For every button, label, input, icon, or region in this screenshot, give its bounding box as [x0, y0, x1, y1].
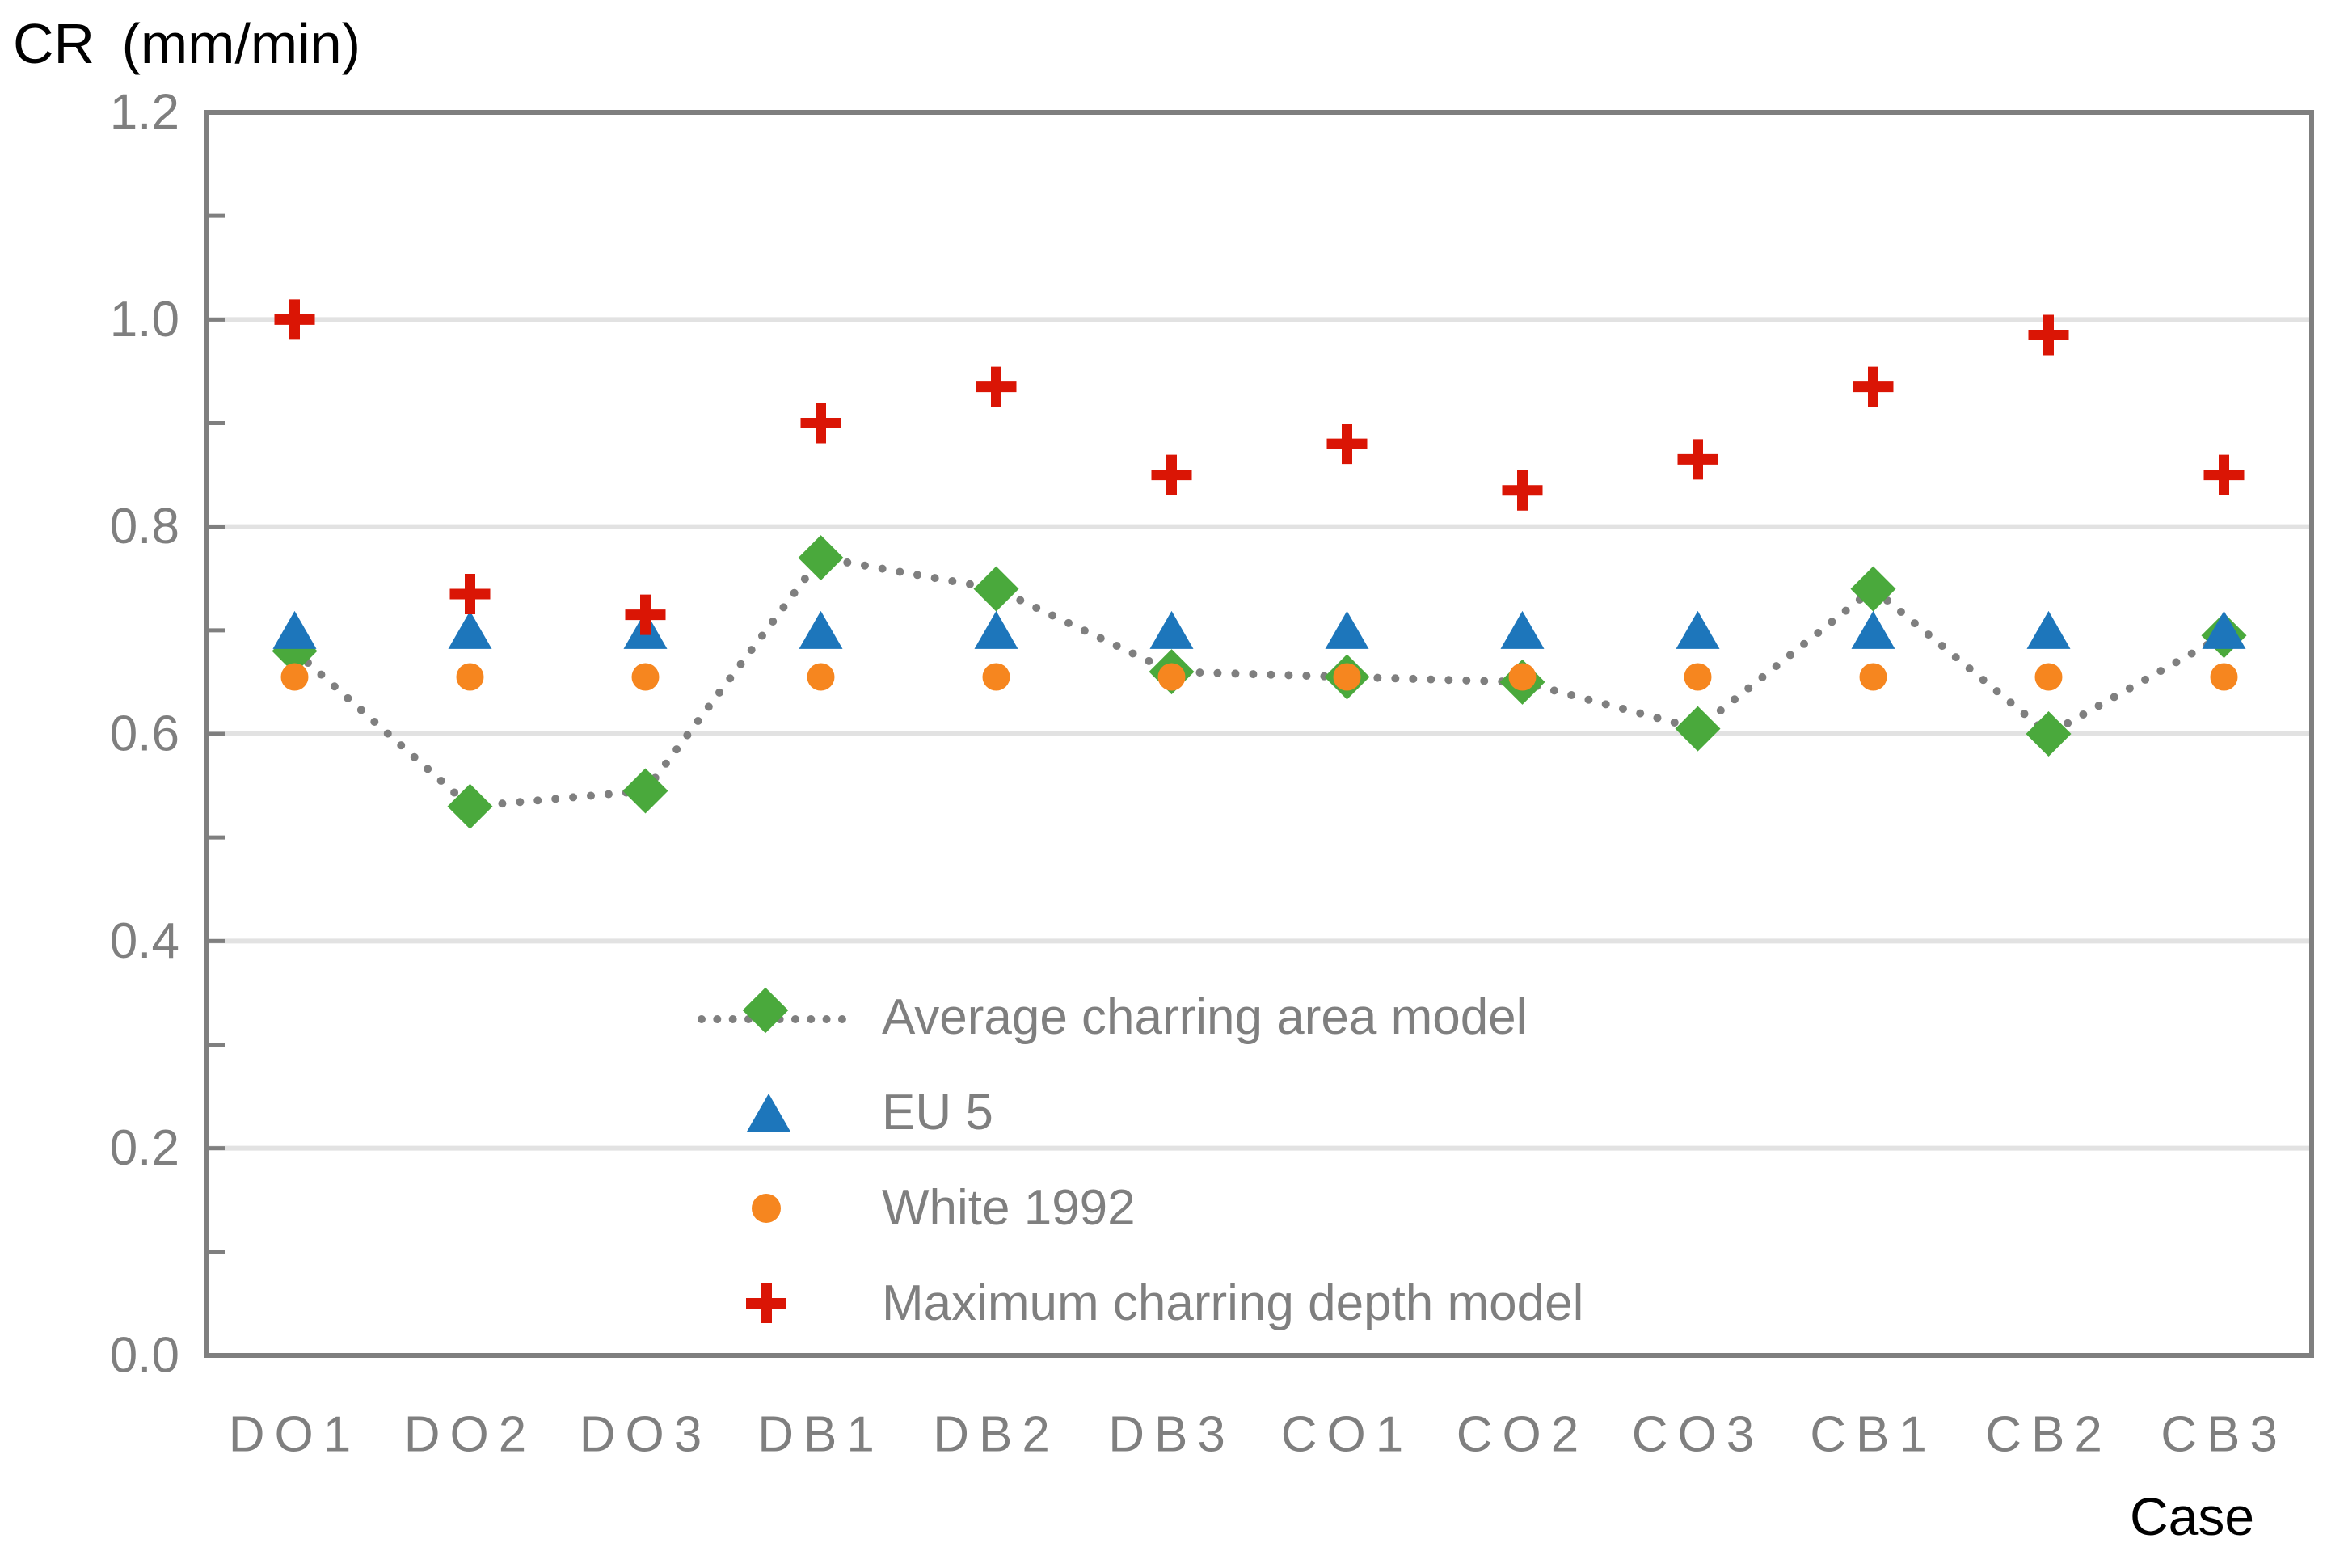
plus-marker — [449, 573, 491, 614]
circle-marker — [982, 663, 1010, 691]
legend-item-white-1992: White 1992 — [691, 1160, 1583, 1255]
y-tick-label: 1.0 — [110, 292, 179, 348]
triangle-marker — [974, 610, 1018, 649]
circle-marker — [456, 663, 484, 691]
circle-marker — [1508, 663, 1537, 691]
circle-marker — [1333, 663, 1361, 691]
plus-marker — [1677, 439, 1718, 480]
triangle-marker — [2026, 610, 2071, 649]
plus-marker — [2028, 314, 2069, 356]
circle-marker — [1157, 663, 1186, 691]
legend-item-maximum-charring-depth-model: Maximum charring depth model — [691, 1255, 1583, 1351]
x-tick-label: CB3 — [2161, 1407, 2287, 1463]
x-tick-label: DO2 — [404, 1407, 536, 1463]
x-tick-label: CB1 — [1810, 1407, 1937, 1463]
circle-marker — [1859, 663, 1887, 691]
diamond-marker — [1675, 706, 1721, 752]
x-tick-label: DO1 — [229, 1407, 360, 1463]
triangle-marker — [1676, 610, 1720, 649]
plus-marker — [625, 594, 666, 635]
diamond-marker — [2026, 711, 2072, 757]
y-tick-label: 1.2 — [110, 85, 179, 141]
triangle-marker — [799, 610, 843, 649]
plus-marker — [1151, 454, 1192, 495]
x-tick-label: CB2 — [1985, 1407, 2112, 1463]
legend: Average charring area model EU 5 White 1… — [691, 969, 1583, 1351]
triangle-marker — [2202, 610, 2246, 649]
circle-marker — [1684, 663, 1712, 691]
y-tick-label: 0.4 — [110, 913, 179, 969]
circle-icon — [752, 1194, 781, 1223]
triangle-icon — [747, 1094, 790, 1132]
legend-label: EU 5 — [882, 1084, 993, 1140]
x-axis-title: Case — [2129, 1486, 2255, 1546]
legend-item-average-charring-area-model: Average charring area model — [691, 969, 1583, 1064]
plus-marker — [2203, 454, 2245, 495]
x-tick-label: CO1 — [1281, 1407, 1413, 1463]
legend-label: Maximum charring depth model — [882, 1275, 1584, 1331]
plus-marker — [976, 366, 1017, 407]
diamond-marker — [447, 783, 493, 829]
y-tick-label: 0.8 — [110, 499, 179, 554]
y-tick-label: 0.6 — [110, 706, 179, 762]
diamond-marker — [973, 566, 1019, 612]
plus-icon — [746, 1283, 786, 1323]
circle-marker — [631, 663, 660, 691]
x-tick-label: CO2 — [1457, 1407, 1588, 1463]
triangle-marker — [1149, 610, 1194, 649]
x-tick-label: DB2 — [933, 1407, 1060, 1463]
x-tick-label: DB1 — [757, 1407, 884, 1463]
triangle-marker — [1851, 610, 1895, 649]
legend-label: Average charring area model — [882, 988, 1528, 1045]
y-tick-label: 0.2 — [110, 1120, 179, 1176]
chart-title: CR (mm/min) — [13, 12, 361, 75]
triangle-marker — [1325, 610, 1369, 649]
plus-marker — [1326, 424, 1368, 465]
triangle-marker — [272, 610, 317, 649]
series-dotted-line — [290, 553, 2228, 811]
x-tick-label: DB3 — [1108, 1407, 1235, 1463]
legend-item-eu5: EU 5 — [691, 1064, 1583, 1160]
triangle-marker — [1500, 610, 1545, 649]
x-tick-label: DO3 — [580, 1407, 711, 1463]
diamond-icon — [742, 987, 789, 1034]
triangle-marker — [448, 610, 492, 649]
x-tick-label: CO3 — [1632, 1407, 1764, 1463]
plus-marker — [1502, 470, 1543, 511]
circle-marker — [807, 663, 835, 691]
plus-marker — [1853, 366, 1894, 407]
circle-marker — [280, 663, 309, 691]
plus-marker — [274, 299, 315, 340]
circle-marker — [2034, 663, 2063, 691]
y-tick-label: 0.0 — [110, 1328, 179, 1384]
plus-marker — [800, 403, 841, 444]
diamond-marker — [622, 768, 668, 814]
circle-marker — [2210, 663, 2238, 691]
diamond-marker — [798, 535, 844, 581]
diamond-marker — [1850, 566, 1896, 612]
legend-label: White 1992 — [882, 1179, 1136, 1236]
